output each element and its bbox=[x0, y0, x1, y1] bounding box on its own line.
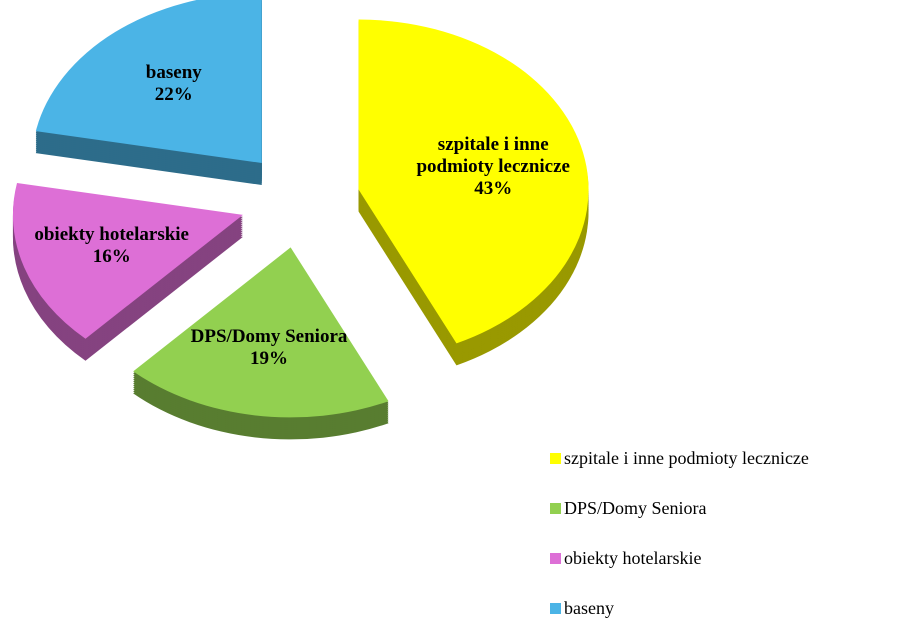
data-label: obiekty hotelarskie 16% bbox=[0, 224, 227, 268]
slice bbox=[133, 247, 389, 440]
data-label: baseny 22% bbox=[59, 62, 289, 106]
data-label-name: baseny bbox=[145, 62, 202, 84]
legend-label: DPS/Domy Seniora bbox=[564, 497, 707, 518]
legend-swatch bbox=[550, 452, 561, 464]
legend-entry: baseny bbox=[550, 597, 614, 619]
slice bbox=[12, 182, 243, 361]
slice-top bbox=[12, 182, 243, 339]
slice-top bbox=[35, 0, 262, 164]
legend-entry: DPS/Domy Seniora bbox=[550, 497, 707, 519]
legend-entry: szpitale i inne podmioty lecznicze bbox=[550, 447, 809, 469]
data-label-value: 16% bbox=[92, 246, 131, 268]
data-label-value: 43% bbox=[474, 178, 513, 200]
slice bbox=[358, 19, 589, 366]
slice-top bbox=[133, 247, 389, 418]
data-label-value: 22% bbox=[154, 84, 193, 106]
data-label-name: obiekty hotelarskie bbox=[34, 224, 189, 246]
legend: szpitale i inne podmioty lecznicze DPS/Do… bbox=[516, 428, 902, 622]
slice bbox=[35, 0, 262, 186]
legend-swatch bbox=[550, 602, 561, 614]
legend-swatch bbox=[550, 502, 561, 514]
data-label-value: 19% bbox=[250, 348, 289, 370]
data-label-name: DPS/Domy Seniora bbox=[190, 326, 348, 348]
data-label: DPS/Domy Seniora 19% bbox=[154, 326, 384, 370]
legend-label: obiekty hotelarskie bbox=[564, 547, 702, 568]
legend-label: szpitale i inne podmioty lecznicze bbox=[564, 447, 809, 468]
legend-label: baseny bbox=[564, 597, 614, 618]
legend-swatch bbox=[550, 552, 561, 564]
data-label-name: szpitale i inne podmioty lecznicze bbox=[416, 134, 570, 178]
data-label: szpitale i inne podmioty lecznicze 43% bbox=[398, 134, 588, 200]
slice-top bbox=[358, 19, 589, 344]
legend-entry: obiekty hotelarskie bbox=[550, 547, 701, 569]
